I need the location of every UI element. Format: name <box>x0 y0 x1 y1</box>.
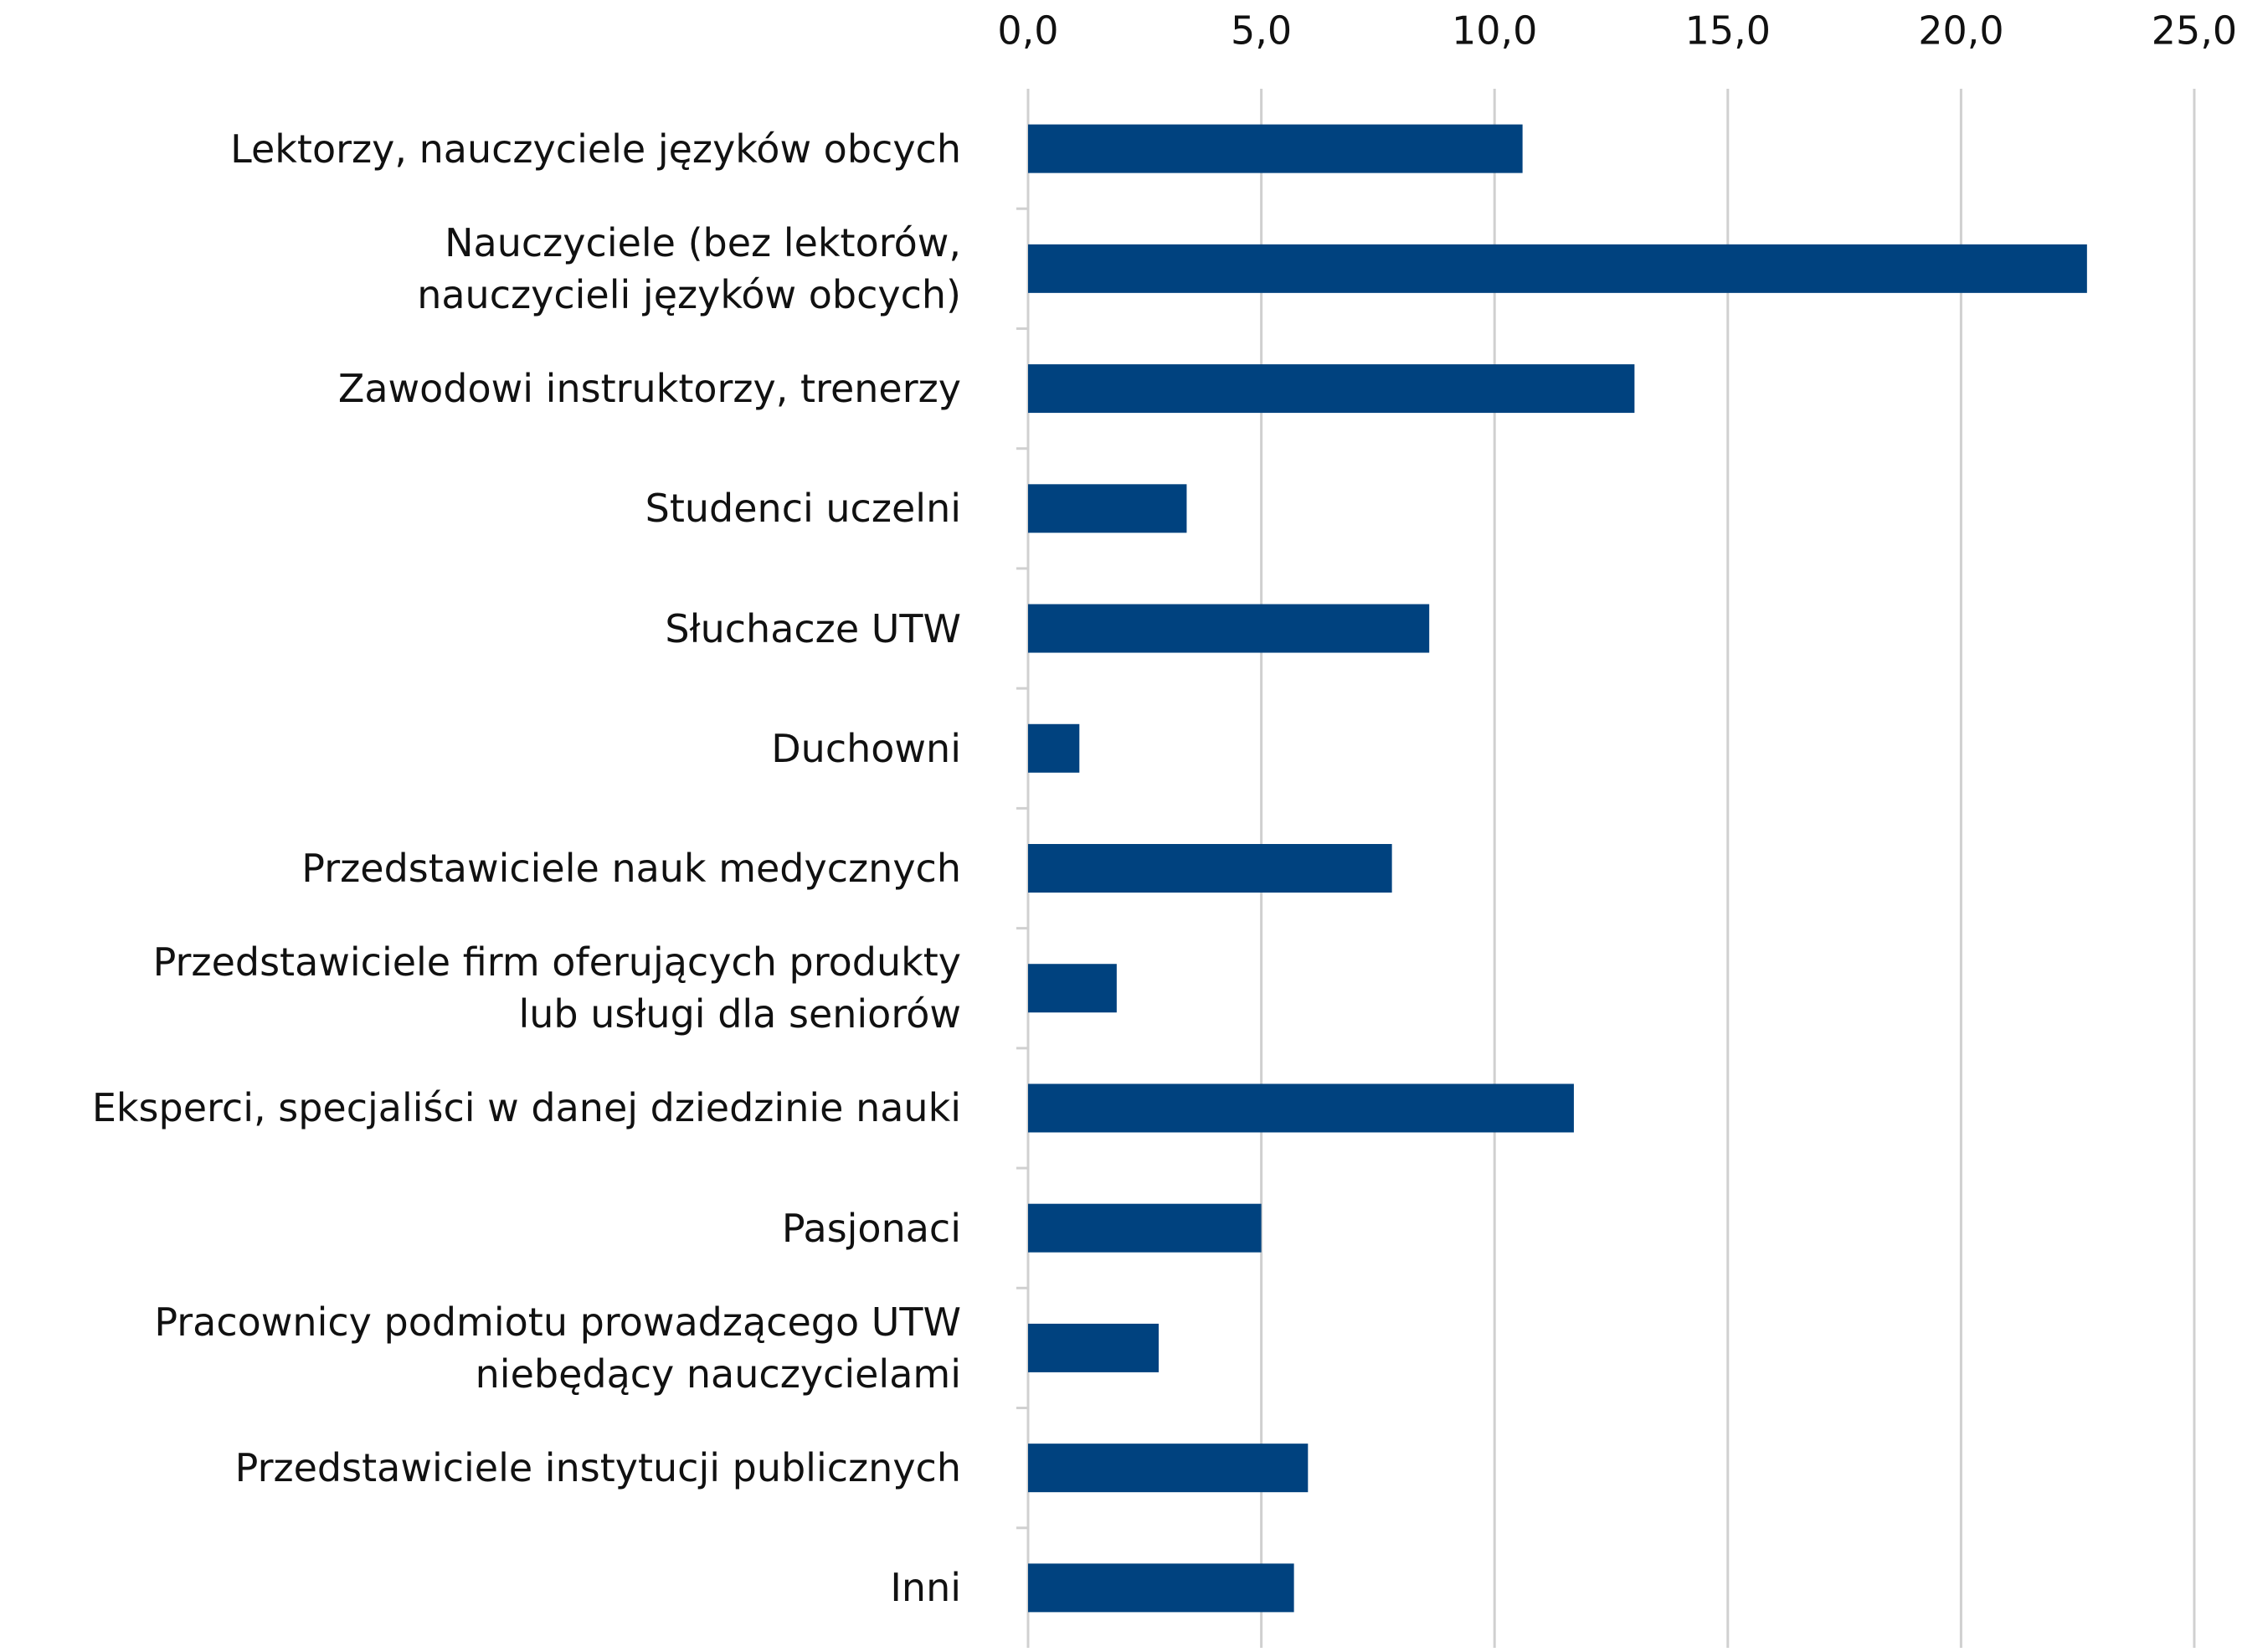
x-tick-label: 20,0 <box>1918 8 2003 54</box>
y-tick-label: Nauczyciele (bez lektorów, nauczycieli j… <box>417 219 961 317</box>
y-tick-label: Zawodowi instruktorzy, trenerzy <box>337 366 961 412</box>
bar <box>1028 1323 1160 1372</box>
bar <box>1028 1563 1294 1613</box>
y-tick-label: Słuchacze UTW <box>665 605 961 651</box>
bar <box>1028 844 1392 893</box>
x-tick-label: 15,0 <box>1685 8 1771 54</box>
bar <box>1028 1083 1574 1133</box>
bar <box>1028 484 1187 533</box>
x-tick-label: 25,0 <box>2152 8 2237 54</box>
bar <box>1028 124 1523 173</box>
y-tick-label: Inni <box>890 1565 961 1611</box>
bar <box>1028 1203 1262 1253</box>
bar <box>1028 1444 1309 1493</box>
y-tick-label: Przedstawiciele instytucji publicznych <box>234 1445 961 1491</box>
bar <box>1028 723 1080 773</box>
bar <box>1028 964 1117 1013</box>
x-tick-label: 10,0 <box>1452 8 1537 54</box>
y-tick-label: Pasjonaci <box>781 1205 961 1251</box>
y-tick-label: Lektorzy, nauczyciele języków obcych <box>230 126 961 172</box>
x-tick-label: 0,0 <box>997 8 1058 54</box>
y-tick-label: Przedstawiciele nauk medycznych <box>301 846 961 891</box>
y-tick-label: Przedstawiciele firm oferujących produkt… <box>152 939 961 1037</box>
y-tick-label: Studenci uczelni <box>645 486 961 532</box>
y-tick-label: Pracownicy podmiotu prowadzącego UTW nie… <box>154 1299 961 1397</box>
y-tick-label: Eksperci, specjaliści w danej dziedzinie… <box>91 1085 961 1131</box>
bar <box>1028 244 2087 293</box>
y-tick-label: Duchowni <box>771 725 961 771</box>
bar <box>1028 604 1430 653</box>
bar <box>1028 364 1635 414</box>
x-tick-label: 5,0 <box>1231 8 1292 54</box>
